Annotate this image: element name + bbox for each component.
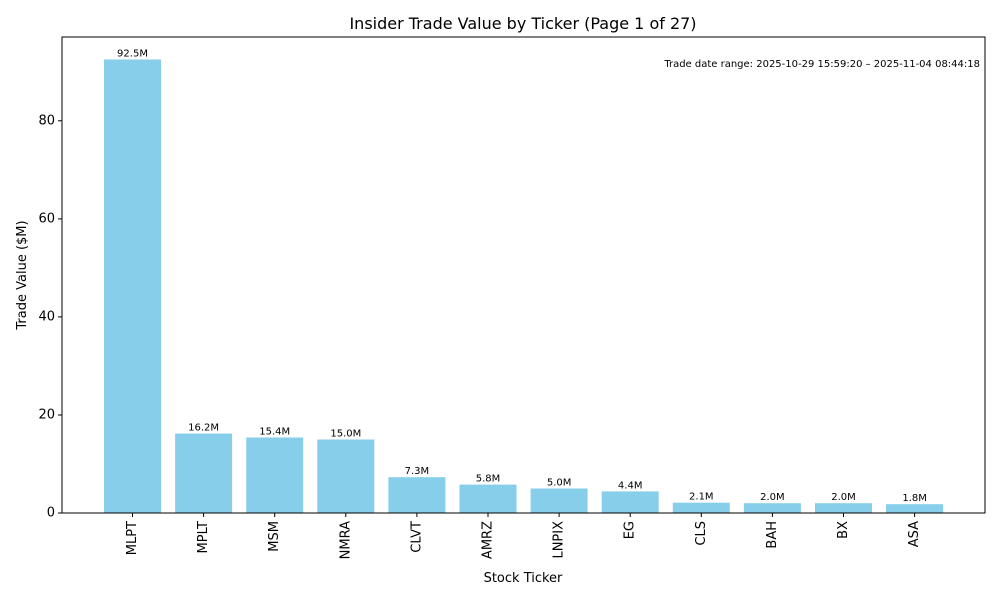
bars	[104, 59, 944, 513]
bar-value-label: 4.4M	[618, 480, 643, 491]
x-tick-label: BX	[836, 521, 851, 539]
bar-value-label: 92.5M	[117, 49, 148, 60]
x-tick-label: MLPT	[125, 521, 140, 555]
x-axis: MLPT MPLT MSM NMRA CLVT AMRZ LNPIX EG CLS BAH BX AS…	[125, 513, 922, 559]
x-tick-label: CLS	[694, 521, 709, 546]
y-axis-title: Trade Value ($M)	[15, 220, 30, 330]
y-axis: 0 20 40 60 80	[38, 113, 62, 521]
bar-eg	[601, 491, 659, 513]
y-tick-label: 20	[38, 408, 55, 423]
bar-value-label: 5.0M	[547, 478, 572, 489]
bar-value-label: 15.0M	[330, 429, 361, 440]
bar-clvt	[388, 477, 446, 513]
x-tick-label: MSM	[267, 521, 282, 552]
bar-mlpt	[104, 59, 161, 513]
x-tick-label: NMRA	[338, 521, 353, 559]
bar-value-label: 2.0M	[760, 492, 785, 503]
x-tick-label: AMRZ	[481, 521, 496, 559]
y-tick-label: 0	[47, 506, 55, 521]
plot-frame	[61, 36, 986, 514]
x-tick-label: EG	[623, 521, 638, 539]
bar-lnpix	[530, 488, 588, 513]
bar-mplt	[175, 433, 233, 513]
bar-asa	[886, 504, 944, 513]
x-tick-label: ASA	[907, 521, 922, 547]
bar-cls	[672, 502, 730, 513]
bar-value-labels: 92.5M 16.2M 15.4M 15.0M 7.3M 5.8M 5.0M 4.4M 2.1M…	[117, 49, 927, 505]
date-range-annotation: Trade date range: 2025-10-29 15:59:20 – …	[663, 59, 980, 70]
bar-bx	[815, 503, 872, 513]
y-tick-label: 80	[38, 113, 55, 128]
bar-value-label: 16.2M	[188, 423, 219, 434]
bar-value-label: 7.3M	[405, 466, 430, 477]
bar-value-label: 5.8M	[476, 474, 501, 485]
y-tick-label: 60	[38, 211, 55, 226]
x-tick-label: CLVT	[409, 521, 424, 553]
chart-title: Insider Trade Value by Ticker (Page 1 of…	[349, 14, 696, 33]
x-tick-label: MPLT	[196, 521, 211, 554]
bar-amrz	[459, 484, 517, 513]
bar-value-label: 2.1M	[689, 492, 714, 503]
bar-value-label: 15.4M	[259, 427, 290, 438]
y-tick-label: 40	[38, 309, 55, 324]
x-tick-label: BAH	[765, 521, 780, 549]
bar-bah	[743, 503, 801, 513]
bar-nmra	[317, 439, 375, 513]
bar-value-label: 1.8M	[902, 493, 927, 504]
x-axis-title: Stock Ticker	[484, 571, 563, 586]
bar-value-label: 2.0M	[831, 492, 856, 503]
x-tick-label: LNPIX	[552, 521, 567, 559]
bar-msm	[246, 437, 304, 513]
